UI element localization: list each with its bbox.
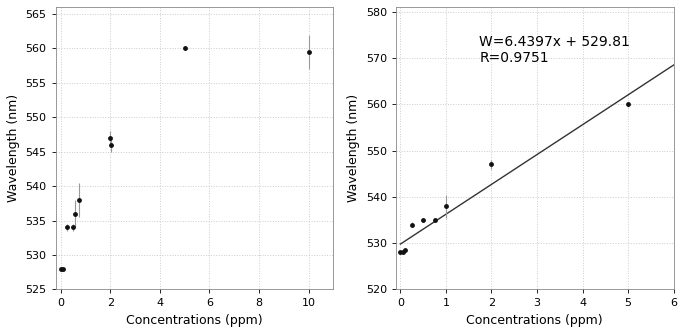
Y-axis label: Wavelength (nm): Wavelength (nm) xyxy=(347,94,360,202)
Y-axis label: Wavelength (nm): Wavelength (nm) xyxy=(7,94,20,202)
Text: W=6.4397x + 529.81
R=0.9751: W=6.4397x + 529.81 R=0.9751 xyxy=(479,35,630,65)
X-axis label: Concentrations (ppm): Concentrations (ppm) xyxy=(466,314,603,327)
X-axis label: Concentrations (ppm): Concentrations (ppm) xyxy=(126,314,263,327)
